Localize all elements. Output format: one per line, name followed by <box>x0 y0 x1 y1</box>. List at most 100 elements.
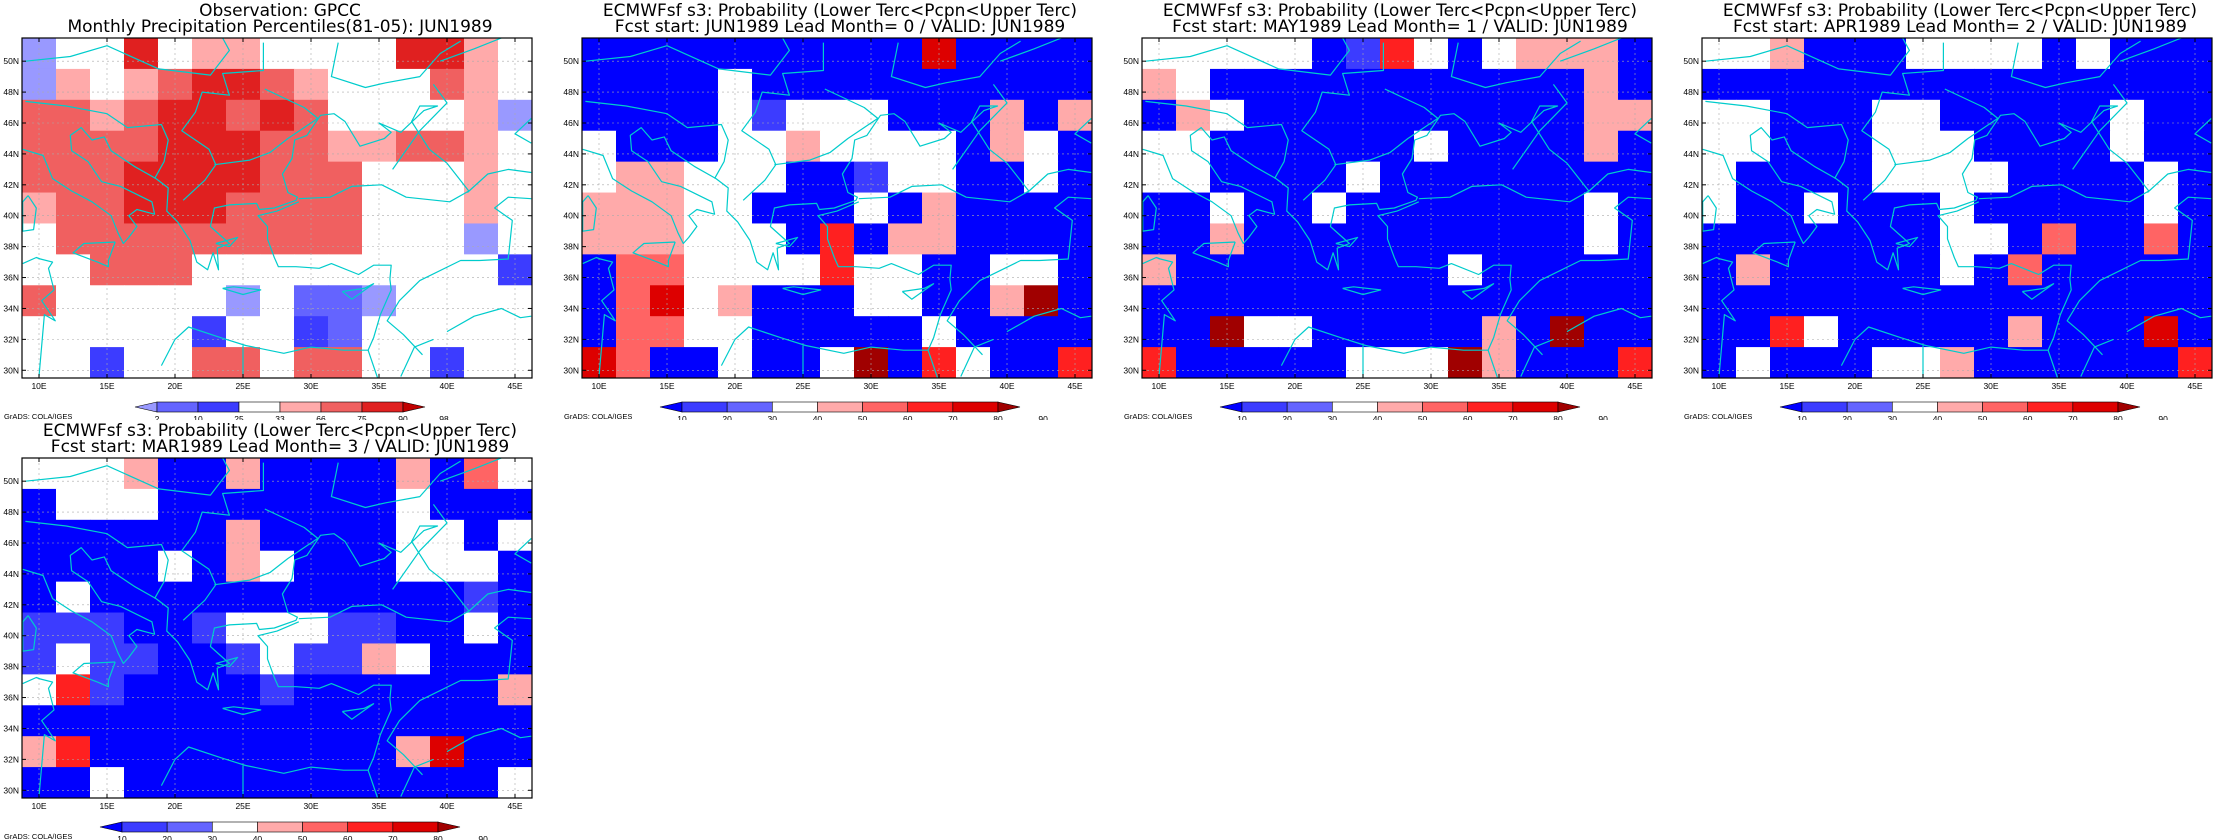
colorbar-label: 80 <box>2113 414 2123 420</box>
grid-cell <box>192 100 226 131</box>
grid-cell <box>1736 378 1770 409</box>
grid-cell <box>1736 162 1770 193</box>
colorbar-swatch <box>198 402 239 412</box>
grid-cell <box>888 38 922 69</box>
lon-tick-label: 20E <box>1847 381 1862 391</box>
grid-cell <box>1380 223 1414 254</box>
grid-cell <box>1770 131 1804 162</box>
grid-cell <box>1872 285 1906 316</box>
grid-cell <box>192 223 226 254</box>
colorbar-swatch <box>393 822 438 832</box>
grid-cell <box>396 705 430 736</box>
grid-cell <box>1482 131 1516 162</box>
grid-cell <box>498 736 532 767</box>
lon-tick-label: 10E <box>1711 381 1726 391</box>
grid-cell <box>56 643 90 674</box>
grid-cell <box>1244 347 1278 378</box>
grid-cell <box>752 100 786 131</box>
grid-cell <box>464 285 498 316</box>
grid-cell <box>1024 285 1058 316</box>
lon-tick-label: 10E <box>1151 381 1166 391</box>
map-panel-lead-2: ECMWFsf s3: Probability (Lower Terc<Pcpn… <box>1680 0 2240 420</box>
grid-cell <box>192 254 226 285</box>
grid-cell <box>362 551 396 582</box>
grid-cell <box>2008 193 2042 224</box>
grid-cell <box>328 674 362 705</box>
grid-cell <box>464 316 498 347</box>
grid-cell <box>1618 316 1652 347</box>
grid-cell <box>396 458 430 489</box>
grid-cell <box>328 347 362 378</box>
grid-cell <box>328 613 362 644</box>
grid-cell <box>124 551 158 582</box>
grid-cell <box>498 316 532 347</box>
grid-cell <box>1736 285 1770 316</box>
grid-cell <box>396 285 430 316</box>
grid-cell <box>1736 69 1770 100</box>
lat-tick-label: 32N <box>1683 334 1699 344</box>
colorbar-label: 50 <box>298 834 308 840</box>
grid-cell <box>888 316 922 347</box>
colorbar-label: 40 <box>1373 414 1383 420</box>
grid-cell <box>464 643 498 674</box>
grid-cell <box>888 193 922 224</box>
grid-cell <box>396 520 430 551</box>
lat-tick-label: 48N <box>563 87 579 97</box>
grid-cell <box>464 767 498 798</box>
grid-cell <box>464 798 498 829</box>
grid-cell <box>1872 162 1906 193</box>
grid-cell <box>396 613 430 644</box>
grid-cell <box>1584 223 1618 254</box>
lat-tick-label: 34N <box>3 723 19 733</box>
grid-cell <box>192 285 226 316</box>
grid-cell <box>1448 254 1482 285</box>
grid-cell <box>616 38 650 69</box>
grid-cell <box>1974 131 2008 162</box>
grid-cell <box>1804 131 1838 162</box>
lat-tick-label: 42N <box>3 180 19 190</box>
grid-cell <box>786 131 820 162</box>
grads-credit: GrADS: COLA/IGES <box>1124 412 1192 420</box>
grid-cell <box>2110 131 2144 162</box>
grid-cell <box>260 613 294 644</box>
colorbar-swatch <box>817 402 862 412</box>
grid-cell <box>1702 131 1736 162</box>
colorbar-swatch <box>2118 402 2140 412</box>
grid-cell <box>1244 223 1278 254</box>
grid-cell <box>1940 100 1974 131</box>
lon-tick-label: 25E <box>795 381 810 391</box>
colorbar-swatch <box>1513 402 1558 412</box>
lat-tick-label: 40N <box>563 211 579 221</box>
grid-cell <box>260 643 294 674</box>
grid-cell <box>192 551 226 582</box>
grid-cell <box>260 705 294 736</box>
grid-cell <box>328 223 362 254</box>
grid-cell <box>328 38 362 69</box>
grid-cell <box>1024 100 1058 131</box>
grid-cell <box>396 254 430 285</box>
colorbar-swatch <box>100 822 122 832</box>
grid-cell <box>260 736 294 767</box>
grid-cell <box>1872 223 1906 254</box>
grid-cell <box>124 458 158 489</box>
grid-cell <box>1244 69 1278 100</box>
lat-tick-label: 36N <box>563 273 579 283</box>
colorbar-label: 50 <box>1418 414 1428 420</box>
grid-cell <box>56 674 90 705</box>
grid-cell <box>1312 100 1346 131</box>
lat-tick-label: 36N <box>3 693 19 703</box>
lon-tick-label: 20E <box>167 801 182 811</box>
grid-cell <box>56 767 90 798</box>
grid-cell <box>464 736 498 767</box>
grid-cell <box>498 551 532 582</box>
grid-cell <box>464 69 498 100</box>
grid-cell <box>616 223 650 254</box>
grid-cell <box>1448 316 1482 347</box>
grid-cell <box>1024 162 1058 193</box>
grid-cell <box>260 316 294 347</box>
grid-cell <box>464 254 498 285</box>
grid-cell <box>464 613 498 644</box>
colorbar-label: 90 <box>2158 414 2168 420</box>
grid-cell <box>820 162 854 193</box>
lat-tick-label: 36N <box>1683 273 1699 283</box>
